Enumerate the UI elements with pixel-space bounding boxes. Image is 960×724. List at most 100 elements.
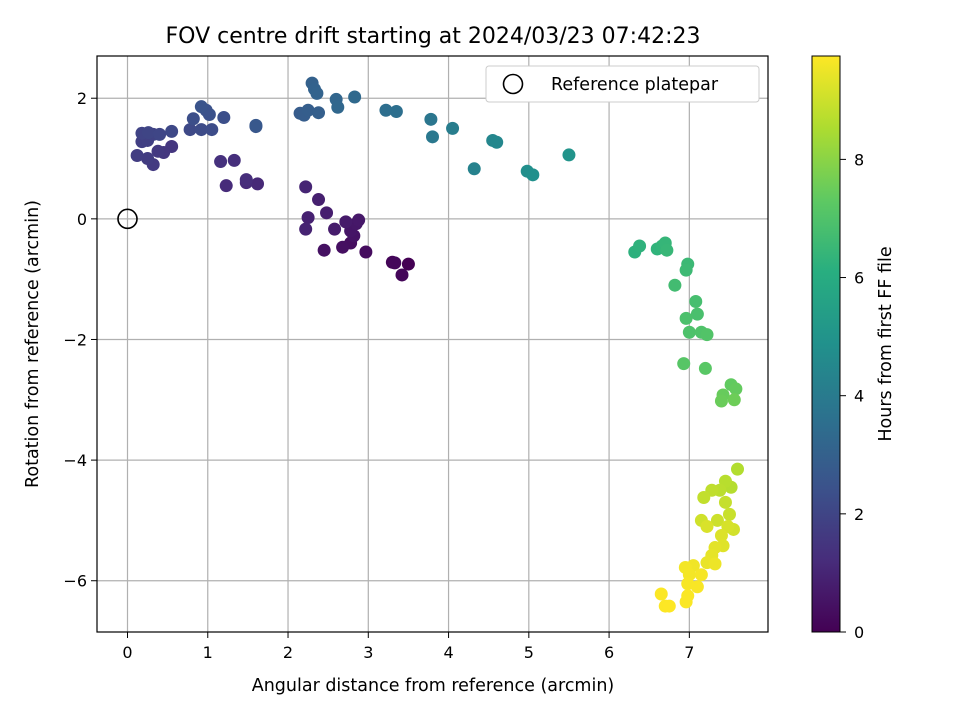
colorbar-tick-label: 2	[854, 505, 864, 524]
data-point	[379, 103, 393, 117]
data-point	[186, 112, 200, 126]
colorbar-gradient	[811, 55, 841, 633]
data-point	[312, 193, 326, 207]
colorbar-tick-label: 8	[854, 150, 864, 169]
data-point	[690, 307, 704, 321]
data-point	[348, 90, 362, 104]
data-point	[727, 393, 741, 407]
data-point	[660, 243, 674, 257]
data-point	[336, 240, 350, 254]
data-point	[668, 278, 682, 292]
colorbar-label: Hours from first FF file	[876, 246, 896, 441]
data-point	[679, 311, 693, 325]
colorbar-tick-label: 0	[854, 623, 864, 642]
data-point	[165, 124, 179, 138]
data-point	[729, 382, 743, 396]
data-point	[301, 211, 315, 225]
data-point	[251, 177, 265, 191]
data-point	[312, 106, 326, 120]
data-point	[694, 568, 708, 582]
data-point	[714, 528, 728, 542]
data-point	[141, 152, 155, 166]
data-point	[151, 144, 165, 158]
data-point	[700, 519, 714, 533]
data-point	[490, 135, 504, 149]
data-point	[310, 86, 324, 100]
data-point	[359, 245, 373, 259]
legend-marker-icon	[502, 73, 524, 95]
data-point	[395, 268, 409, 282]
x-axis-label: Angular distance from reference (arcmin)	[252, 676, 615, 696]
data-point	[239, 173, 253, 187]
data-point	[722, 507, 736, 521]
plot-frame	[96, 55, 769, 633]
data-point	[389, 104, 403, 118]
data-point	[339, 215, 353, 229]
data-point	[331, 100, 345, 114]
data-point	[299, 222, 313, 236]
reference-platepar-marker	[117, 208, 138, 230]
data-point	[214, 155, 228, 169]
data-point	[219, 179, 233, 193]
data-point	[320, 206, 334, 220]
data-point	[205, 123, 219, 137]
x-tick-label: 4	[443, 643, 453, 662]
data-point	[682, 325, 696, 339]
data-point	[217, 111, 231, 125]
x-tick-label: 1	[203, 643, 213, 662]
data-point	[424, 112, 438, 126]
y-tick-label: −6	[63, 572, 87, 591]
data-point	[153, 127, 167, 141]
colorbar-tick-label: 6	[854, 269, 864, 288]
data-point	[633, 239, 647, 253]
x-axis-ticks: 0 1 2 3 4 5 6 7	[122, 632, 694, 662]
legend-label: Reference platepar	[551, 75, 719, 95]
data-point	[299, 180, 313, 194]
data-point	[317, 243, 331, 257]
x-tick-label: 3	[363, 643, 373, 662]
data-point	[697, 490, 711, 504]
data-point	[249, 118, 263, 132]
legend-box	[485, 65, 760, 103]
reference-marker	[117, 208, 138, 230]
data-point	[401, 257, 415, 271]
data-point	[662, 599, 676, 613]
data-point	[183, 123, 197, 137]
data-point	[708, 557, 722, 571]
data-points	[130, 76, 744, 613]
data-point	[690, 580, 704, 594]
data-point	[677, 357, 691, 371]
data-point	[526, 168, 540, 182]
data-point	[679, 263, 693, 277]
y-tick-label: −4	[63, 451, 87, 470]
x-tick-label: 0	[122, 643, 132, 662]
data-point	[562, 148, 576, 162]
data-point	[700, 328, 714, 342]
data-point	[130, 149, 144, 163]
data-point	[714, 394, 728, 408]
x-tick-label: 2	[283, 643, 293, 662]
data-point	[679, 595, 693, 609]
data-point	[710, 513, 724, 527]
data-point	[388, 256, 402, 270]
x-tick-label: 5	[524, 643, 534, 662]
data-point	[328, 222, 342, 236]
y-axis-ticks: −6 −4 −2 0 2	[63, 89, 97, 591]
data-point	[194, 123, 208, 137]
x-tick-label: 6	[604, 643, 614, 662]
data-point	[426, 130, 439, 144]
data-point	[352, 213, 366, 227]
y-tick-label: −2	[63, 330, 87, 349]
colorbar-ticks: 0 2 4 6 8	[840, 150, 864, 642]
colorbar: 0 2 4 6 8 Hours from first FF file	[811, 55, 896, 642]
y-axis-label: Rotation from reference (arcmin)	[23, 200, 43, 488]
data-point	[718, 495, 732, 509]
y-tick-label: 0	[77, 210, 87, 229]
data-point	[689, 294, 703, 308]
data-point	[227, 153, 241, 167]
data-point	[731, 462, 744, 476]
legend: Reference platepar	[485, 65, 760, 103]
colorbar-tick-label: 4	[854, 387, 864, 406]
data-point	[301, 103, 315, 117]
x-tick-label: 7	[684, 643, 694, 662]
